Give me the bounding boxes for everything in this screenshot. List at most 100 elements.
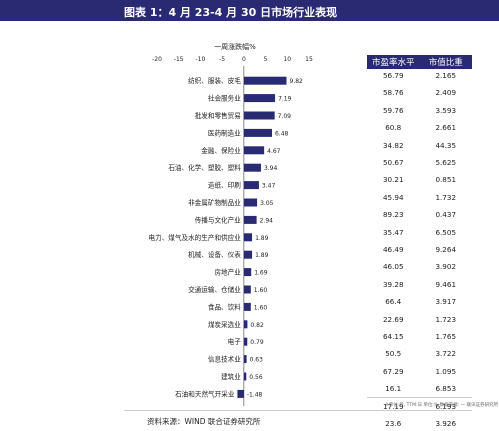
pe-value: 64.15 <box>382 332 404 341</box>
pe-value: 35.47 <box>382 227 404 237</box>
footer-divider <box>124 410 472 411</box>
page-title: 图表 1：4 月 23-4 月 30 日市场行业表现 <box>124 6 338 19</box>
table-row: 56.79 2.165 <box>367 71 472 80</box>
pe-value: 67.29 <box>382 366 404 376</box>
category-label: 石油和天然气开采业 <box>175 389 235 398</box>
market-cap-value: 3.902 <box>435 262 457 272</box>
table-note: ※单位:元, TTM:日 单位:% 数据来源: 一 联讯证券研究所 <box>385 403 498 408</box>
valuation-table: 市盈率水平 市值比重 56.79 2.165 58.76 2.409 59.76 3.59… <box>367 55 472 428</box>
value-label: 1.60 <box>254 287 268 294</box>
value-label: 7.19 <box>278 96 292 103</box>
category-label: 石油、化学、塑胶、塑料 <box>168 163 241 172</box>
value-label: 9.82 <box>290 78 304 85</box>
x-tick-label: 10 <box>283 56 291 63</box>
category-label: 煤炭采选业 <box>208 320 241 329</box>
value-label: 7.09 <box>278 113 292 120</box>
bar <box>243 181 259 190</box>
category-label: 造纸、印刷 <box>208 181 241 190</box>
table-row: 64.15 1.765 <box>367 332 472 341</box>
pe-value: 22.69 <box>382 314 404 324</box>
chart-title: 一周涨跌幅% <box>214 42 256 51</box>
table-row: 66.4 3.917 <box>367 297 472 306</box>
market-cap-value: 6.853 <box>435 384 457 394</box>
market-cap-value: 9.461 <box>435 279 457 289</box>
value-label: 1.89 <box>255 235 269 242</box>
market-cap-value: 2.409 <box>435 88 457 98</box>
category-label: 纺织、服装、皮毛 <box>188 76 241 85</box>
category-label: 建筑业 <box>221 372 241 381</box>
pe-value: 39.28 <box>382 279 404 289</box>
table-row: 89.23 0.437 <box>367 210 472 219</box>
value-label: 6.48 <box>275 130 289 137</box>
value-label: 1.60 <box>254 304 268 311</box>
header-bar: 图表 1：4 月 23-4 月 30 日市场行业表现 <box>0 0 499 21</box>
market-cap-value: 1.732 <box>435 192 457 202</box>
category-label: 社会服务业 <box>208 94 241 103</box>
table-row: 16.1 6.853 <box>367 384 472 393</box>
table-row: 58.76 2.409 <box>367 88 472 97</box>
table-row: 45.94 1.732 <box>367 193 472 202</box>
market-cap-value: 3.593 <box>435 105 457 115</box>
pe-value: 46.05 <box>382 262 404 272</box>
table-row: 60.8 2.661 <box>367 123 472 132</box>
bar <box>243 250 253 259</box>
pe-value: 60.8 <box>385 123 402 133</box>
market-cap-value: 3.917 <box>435 297 457 307</box>
bar <box>243 302 251 311</box>
table-divider <box>367 397 472 398</box>
pe-value: 89.23 <box>382 210 404 220</box>
pe-value: 45.94 <box>382 192 404 202</box>
value-label: 3.47 <box>262 183 276 190</box>
bar <box>243 355 247 364</box>
table-row: 50.67 5.625 <box>367 158 472 167</box>
category-label: 电力、煤气及水的生产和供应业 <box>149 233 242 242</box>
x-tick-label: 5 <box>264 56 268 63</box>
category-label: 医药制造业 <box>208 128 241 137</box>
table-row: 46.05 3.902 <box>367 262 472 271</box>
bar <box>243 76 287 85</box>
value-label: 2.94 <box>260 217 274 224</box>
market-cap-value: 3.926 <box>435 419 457 428</box>
bar <box>243 337 248 346</box>
x-tick-label: -15 <box>174 56 184 63</box>
market-cap-value: 5.625 <box>435 158 457 167</box>
value-label: 4.67 <box>267 148 281 155</box>
table-row: 46.49 9.264 <box>367 245 472 254</box>
market-cap-value: 0.437 <box>435 210 457 220</box>
market-cap-value: 44.35 <box>435 140 457 150</box>
table-row: 30.21 0.851 <box>367 175 472 184</box>
x-tick-label: 15 <box>305 56 313 63</box>
pe-value: 50.67 <box>382 158 404 167</box>
value-label: 0.56 <box>249 374 263 381</box>
bar <box>243 146 265 155</box>
x-tick-label: -20 <box>152 56 162 63</box>
x-tick-label: -10 <box>196 56 206 63</box>
category-label: 机械、设备、仪表 <box>188 250 241 259</box>
value-label: 1.69 <box>254 270 268 277</box>
source-note: 资料来源：WIND 联合证券研究所 <box>147 417 261 426</box>
value-label: -1.48 <box>247 391 263 398</box>
category-label: 传播与文化产业 <box>195 215 242 224</box>
pe-value: 16.1 <box>385 384 402 394</box>
table-row: 17.19 6.193 <box>367 402 472 411</box>
category-label: 信息技术业 <box>208 355 241 364</box>
bar <box>237 389 244 398</box>
pe-value: 17.19 <box>382 401 404 411</box>
market-cap-value: 1.723 <box>435 314 457 324</box>
category-label: 食品、饮料 <box>208 302 241 311</box>
table-row: 59.76 3.593 <box>367 106 472 115</box>
category-label: 交通运输、仓储业 <box>188 285 241 294</box>
bar-chart: 一周涨跌幅% -20 -15 -10 -5 0 5 10 15 纺织、服装、皮毛 9.82 社会服务业… <box>149 42 313 406</box>
table-row: 23.6 3.926 <box>367 419 472 428</box>
pe-value: 58.76 <box>382 88 404 98</box>
bar <box>243 268 252 277</box>
bar <box>243 111 275 120</box>
x-tick-label: 0 <box>242 56 246 63</box>
value-label: 1.89 <box>255 252 269 259</box>
bar <box>243 215 257 224</box>
market-cap-value: 1.765 <box>435 332 457 341</box>
table-row: 50.5 3.722 <box>367 349 472 358</box>
market-cap-value: 2.165 <box>435 71 457 80</box>
market-cap-value: 2.661 <box>435 123 457 133</box>
market-cap-value: 6.505 <box>435 227 457 237</box>
